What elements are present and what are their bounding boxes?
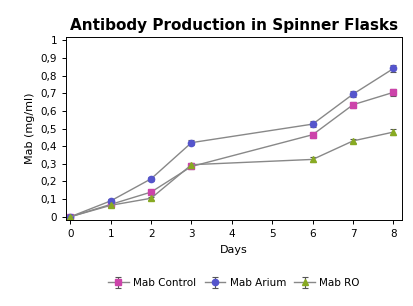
Y-axis label: Mab (mg/ml): Mab (mg/ml) <box>25 93 35 164</box>
X-axis label: Days: Days <box>219 245 247 255</box>
Title: Antibody Production in Spinner Flasks: Antibody Production in Spinner Flasks <box>70 18 397 33</box>
Legend: Mab Control, Mab Arium, Mab RO: Mab Control, Mab Arium, Mab RO <box>104 274 363 292</box>
